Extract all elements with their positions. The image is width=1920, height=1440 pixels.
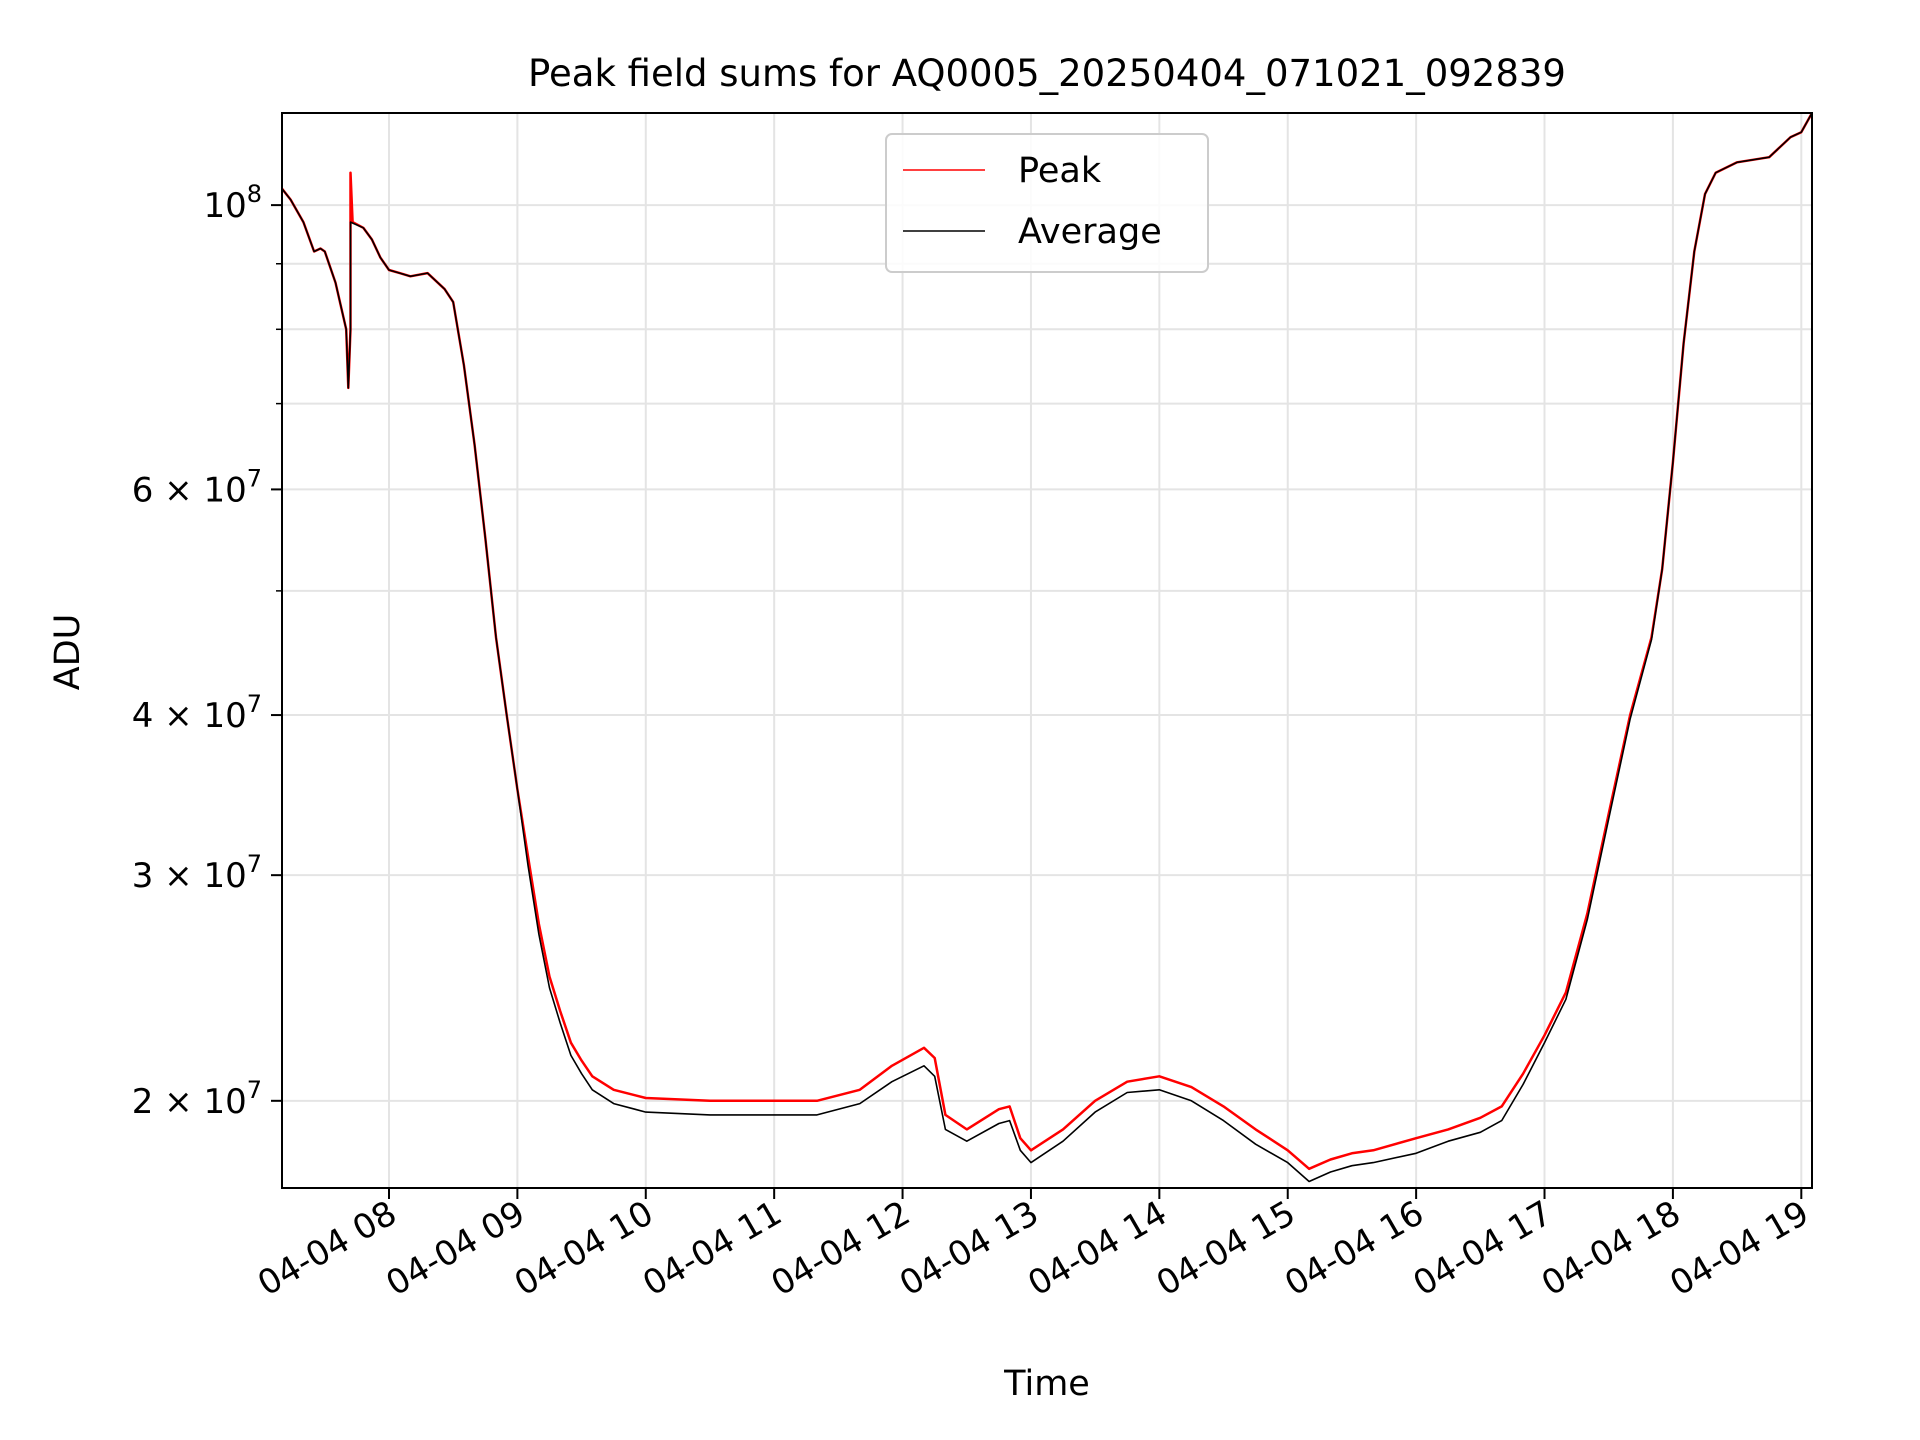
y-tick-base: 10 <box>203 186 246 226</box>
y-tick-label: 3 × 107 <box>132 850 262 896</box>
series-line-average <box>281 112 1813 1183</box>
y-tick-mantissa: 2 <box>132 1082 154 1122</box>
y-tick-label: 6 × 107 <box>132 464 262 510</box>
y-axis-label: ADU <box>48 614 88 691</box>
y-tick-exponent: 7 <box>247 1076 262 1104</box>
y-tick-multiply: × 10 <box>153 470 246 510</box>
series-layer <box>281 112 1814 1183</box>
y-tick-label: 108 <box>203 180 262 226</box>
y-tick-exponent: 7 <box>247 464 262 492</box>
y-tick-multiply: × 10 <box>153 696 246 736</box>
x-axis-label: Time <box>1003 1364 1090 1404</box>
chart-title: Peak field sums for AQ0005_20250404_0710… <box>528 52 1566 95</box>
grid <box>282 113 1812 1188</box>
y-tick-exponent: 7 <box>247 690 262 718</box>
y-tick-multiply: × 10 <box>153 1082 246 1122</box>
legend: Peak Average <box>885 133 1209 273</box>
y-tick-mantissa: 3 <box>132 856 154 896</box>
plot-frame <box>281 112 1813 1189</box>
y-tick-exponent: 8 <box>247 180 262 208</box>
y-tick-mantissa: 4 <box>132 696 154 736</box>
y-tick-mantissa: 6 <box>132 470 154 510</box>
y-tick-exponent: 7 <box>247 850 262 878</box>
legend-label-average: Average <box>1018 212 1162 252</box>
legend-label-peak: Peak <box>1018 151 1102 191</box>
y-tick-multiply: × 10 <box>153 856 246 896</box>
y-tick-label: 4 × 107 <box>132 690 262 736</box>
y-tick-label: 2 × 107 <box>132 1076 262 1122</box>
legend-box <box>885 133 1209 273</box>
